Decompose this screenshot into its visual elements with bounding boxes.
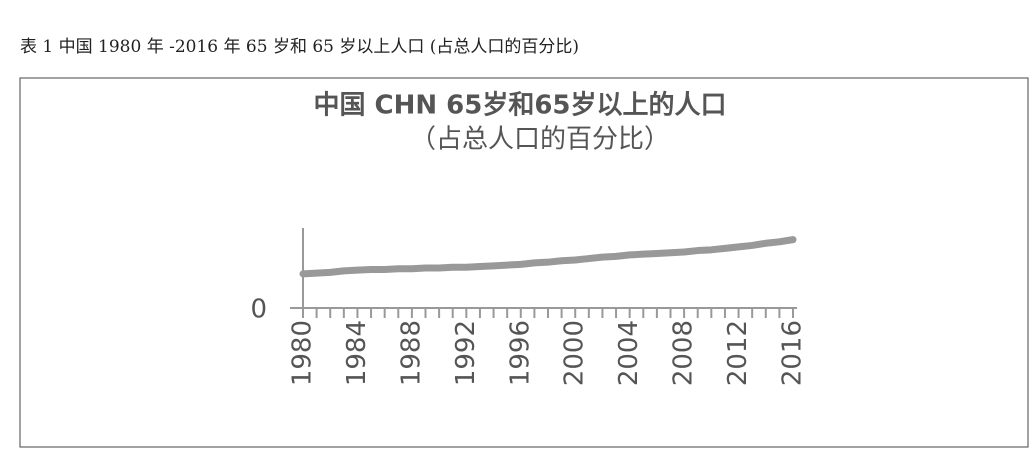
x-tick-label: 2008	[669, 320, 699, 386]
x-tick-label: 2016	[778, 320, 808, 386]
x-tick-label: 1984	[342, 320, 372, 386]
x-tick-label: 2004	[614, 320, 644, 386]
x-tick-label: 1996	[505, 320, 535, 386]
line	[299, 236, 797, 278]
x-tick-label: 1988	[396, 320, 426, 386]
x-tick-label: 1992	[451, 320, 481, 386]
x-tick-label: 2012	[723, 320, 753, 386]
x-tick-label: 2000	[560, 320, 590, 386]
chart-subtitle: （占总人口的百分比）	[410, 125, 670, 155]
y-tick-label: 0	[250, 295, 267, 325]
x-tick-label: 1980	[288, 320, 318, 386]
caption: 表 1 中国 1980 年 -2016 年 65 岁和 65 岁以上人口 (占总…	[20, 37, 580, 57]
chart-title: 中国 CHN 65岁和65岁以上的人口	[313, 90, 726, 121]
chart-frame	[19, 77, 1029, 448]
